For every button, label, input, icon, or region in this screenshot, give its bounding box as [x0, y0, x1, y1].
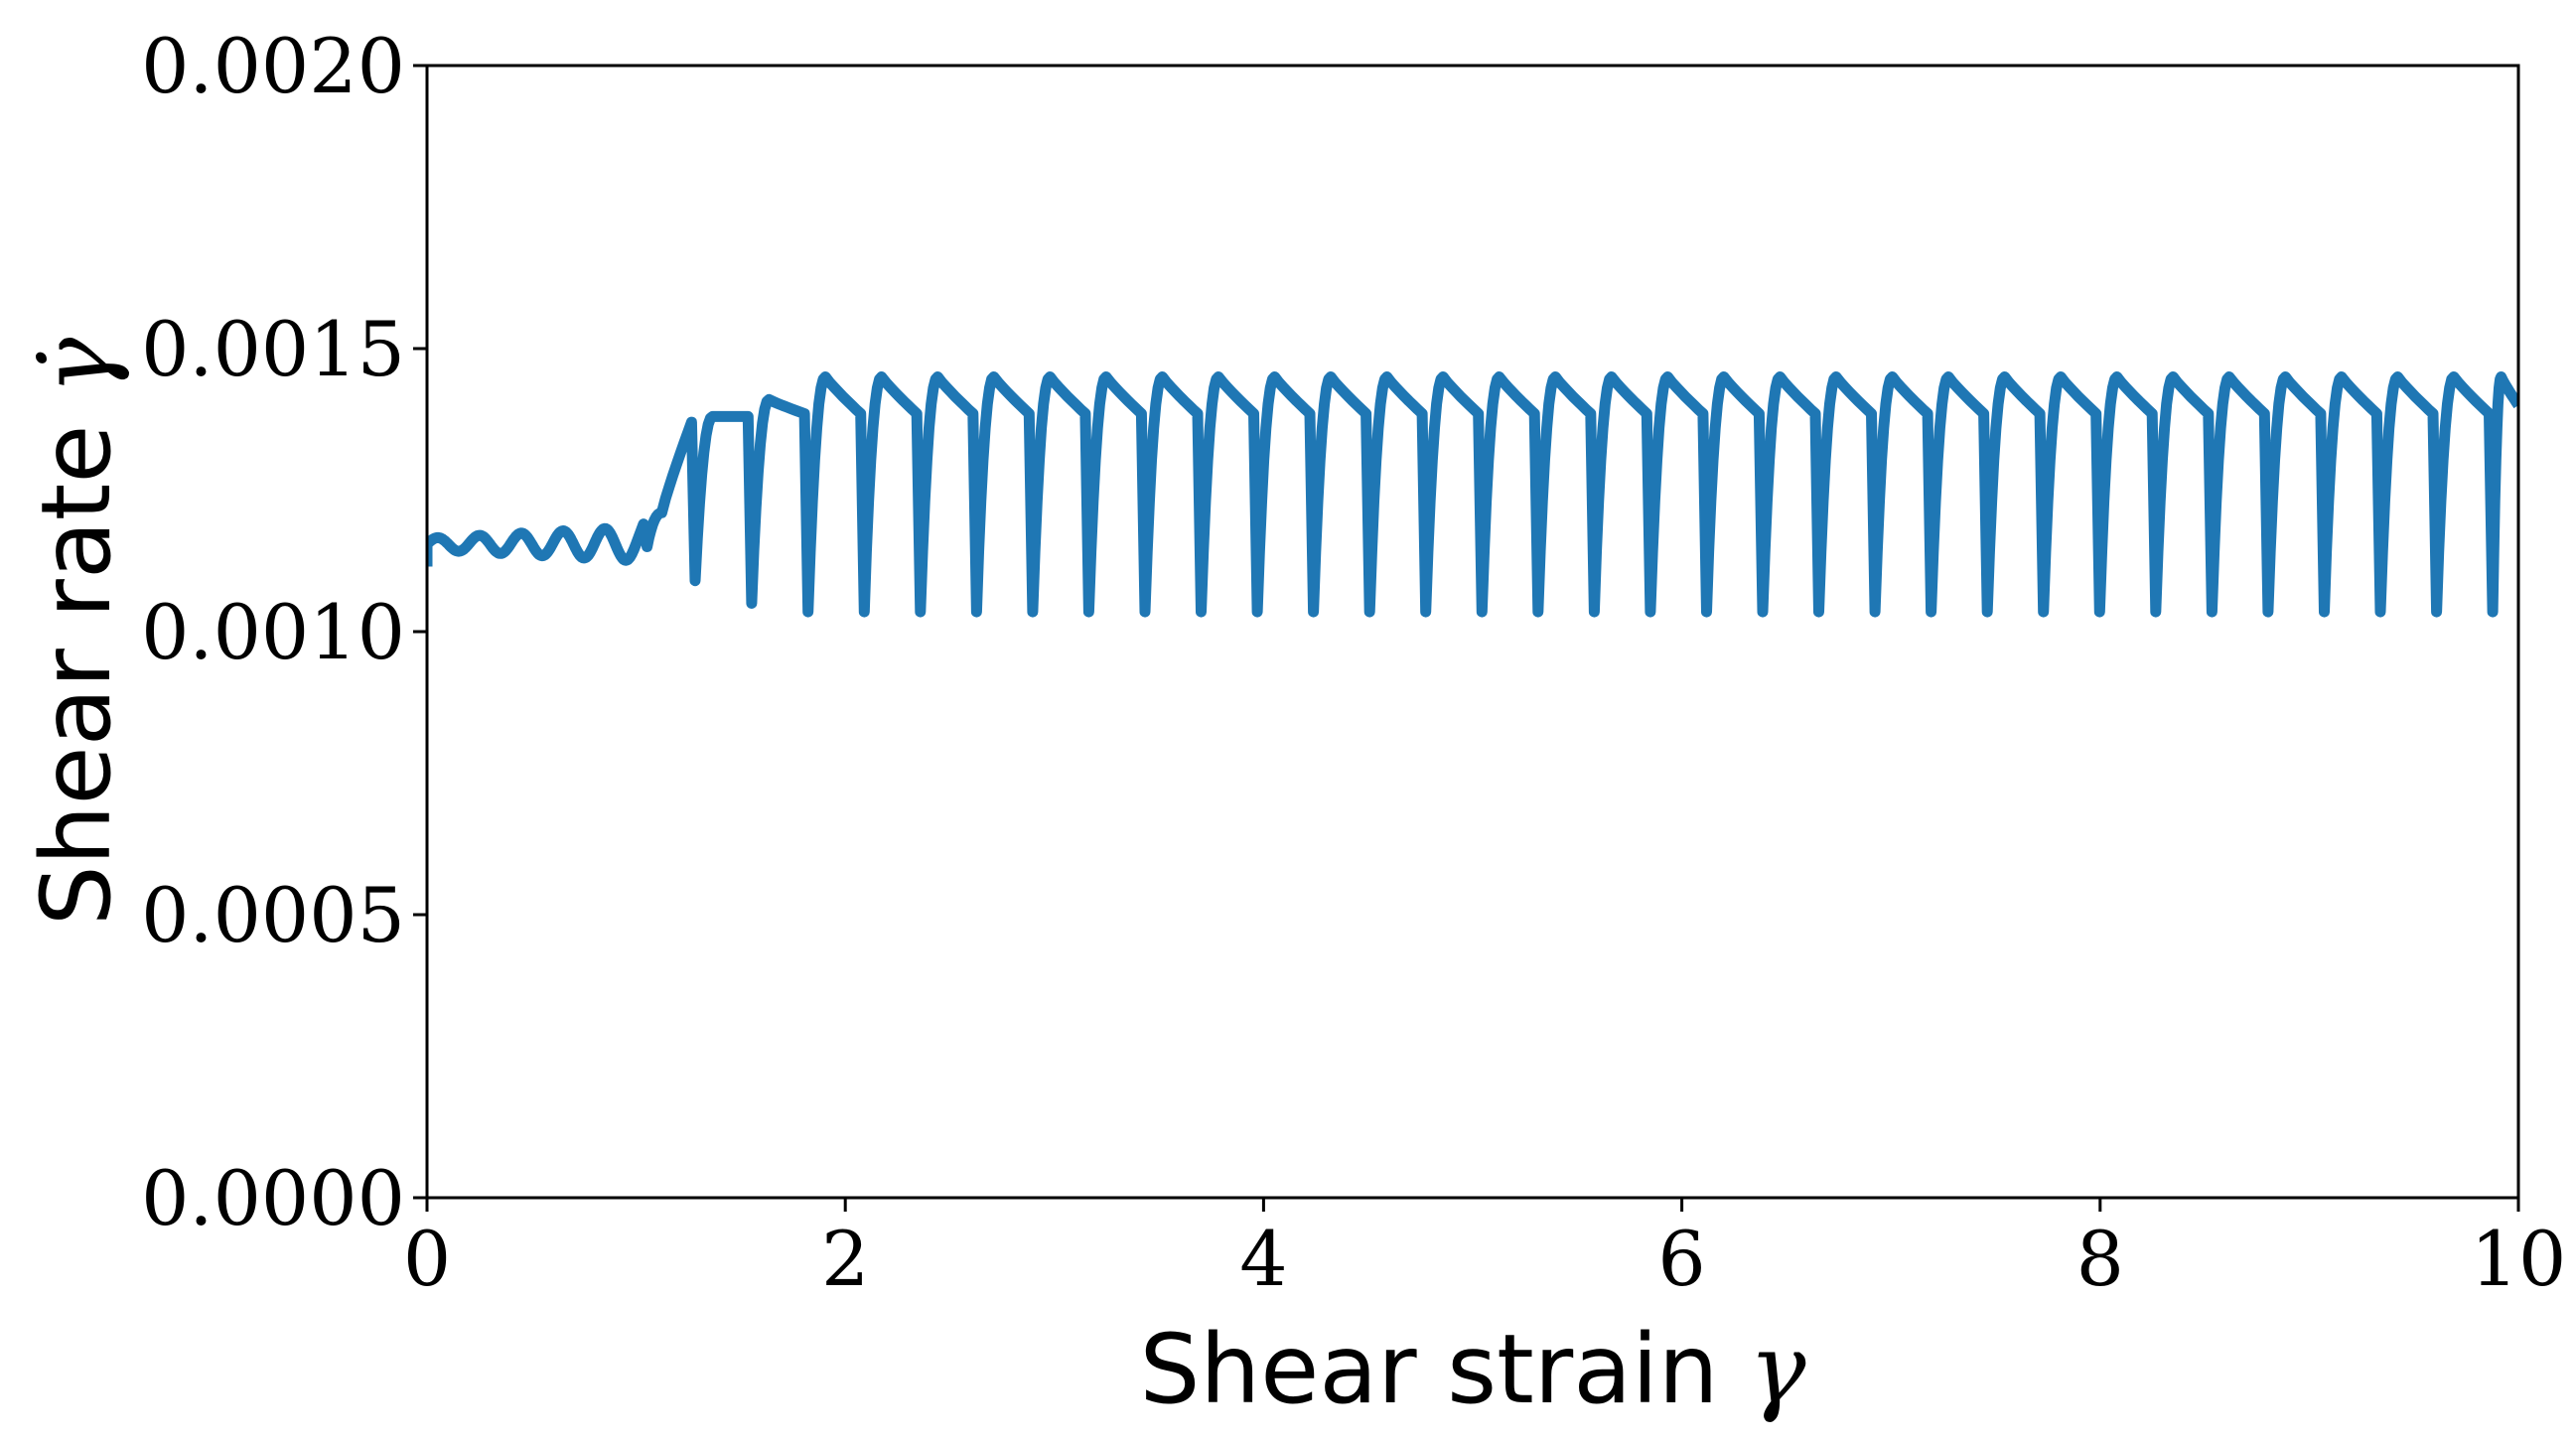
- shear-rate-series-line: [427, 371, 2518, 618]
- y-axis-title: Shear rate γ̇: [21, 337, 132, 926]
- y-tick-label: 0.0020: [141, 22, 405, 110]
- x-tick-label: 4: [1239, 1215, 1287, 1303]
- x-axis-title: Shear strain γ: [1139, 1314, 1806, 1425]
- plot-area-frame: [425, 64, 2520, 1200]
- y-tick-label: 0.0005: [141, 871, 405, 959]
- y-axis: 0.0000 0.0005 0.0010 0.0015 0.0020: [141, 22, 427, 1242]
- x-axis: 0 2 4 6 8 10: [403, 1198, 2567, 1303]
- x-tick-label: 0: [403, 1215, 451, 1303]
- x-tick-label: 10: [2471, 1215, 2567, 1303]
- y-tick-label: 0.0015: [141, 305, 405, 393]
- x-tick-label: 2: [821, 1215, 869, 1303]
- y-tick-label: 0.0000: [141, 1154, 405, 1242]
- x-tick-label: 8: [2076, 1215, 2124, 1303]
- y-tick-label: 0.0010: [141, 588, 405, 676]
- x-tick-label: 6: [1657, 1215, 1705, 1303]
